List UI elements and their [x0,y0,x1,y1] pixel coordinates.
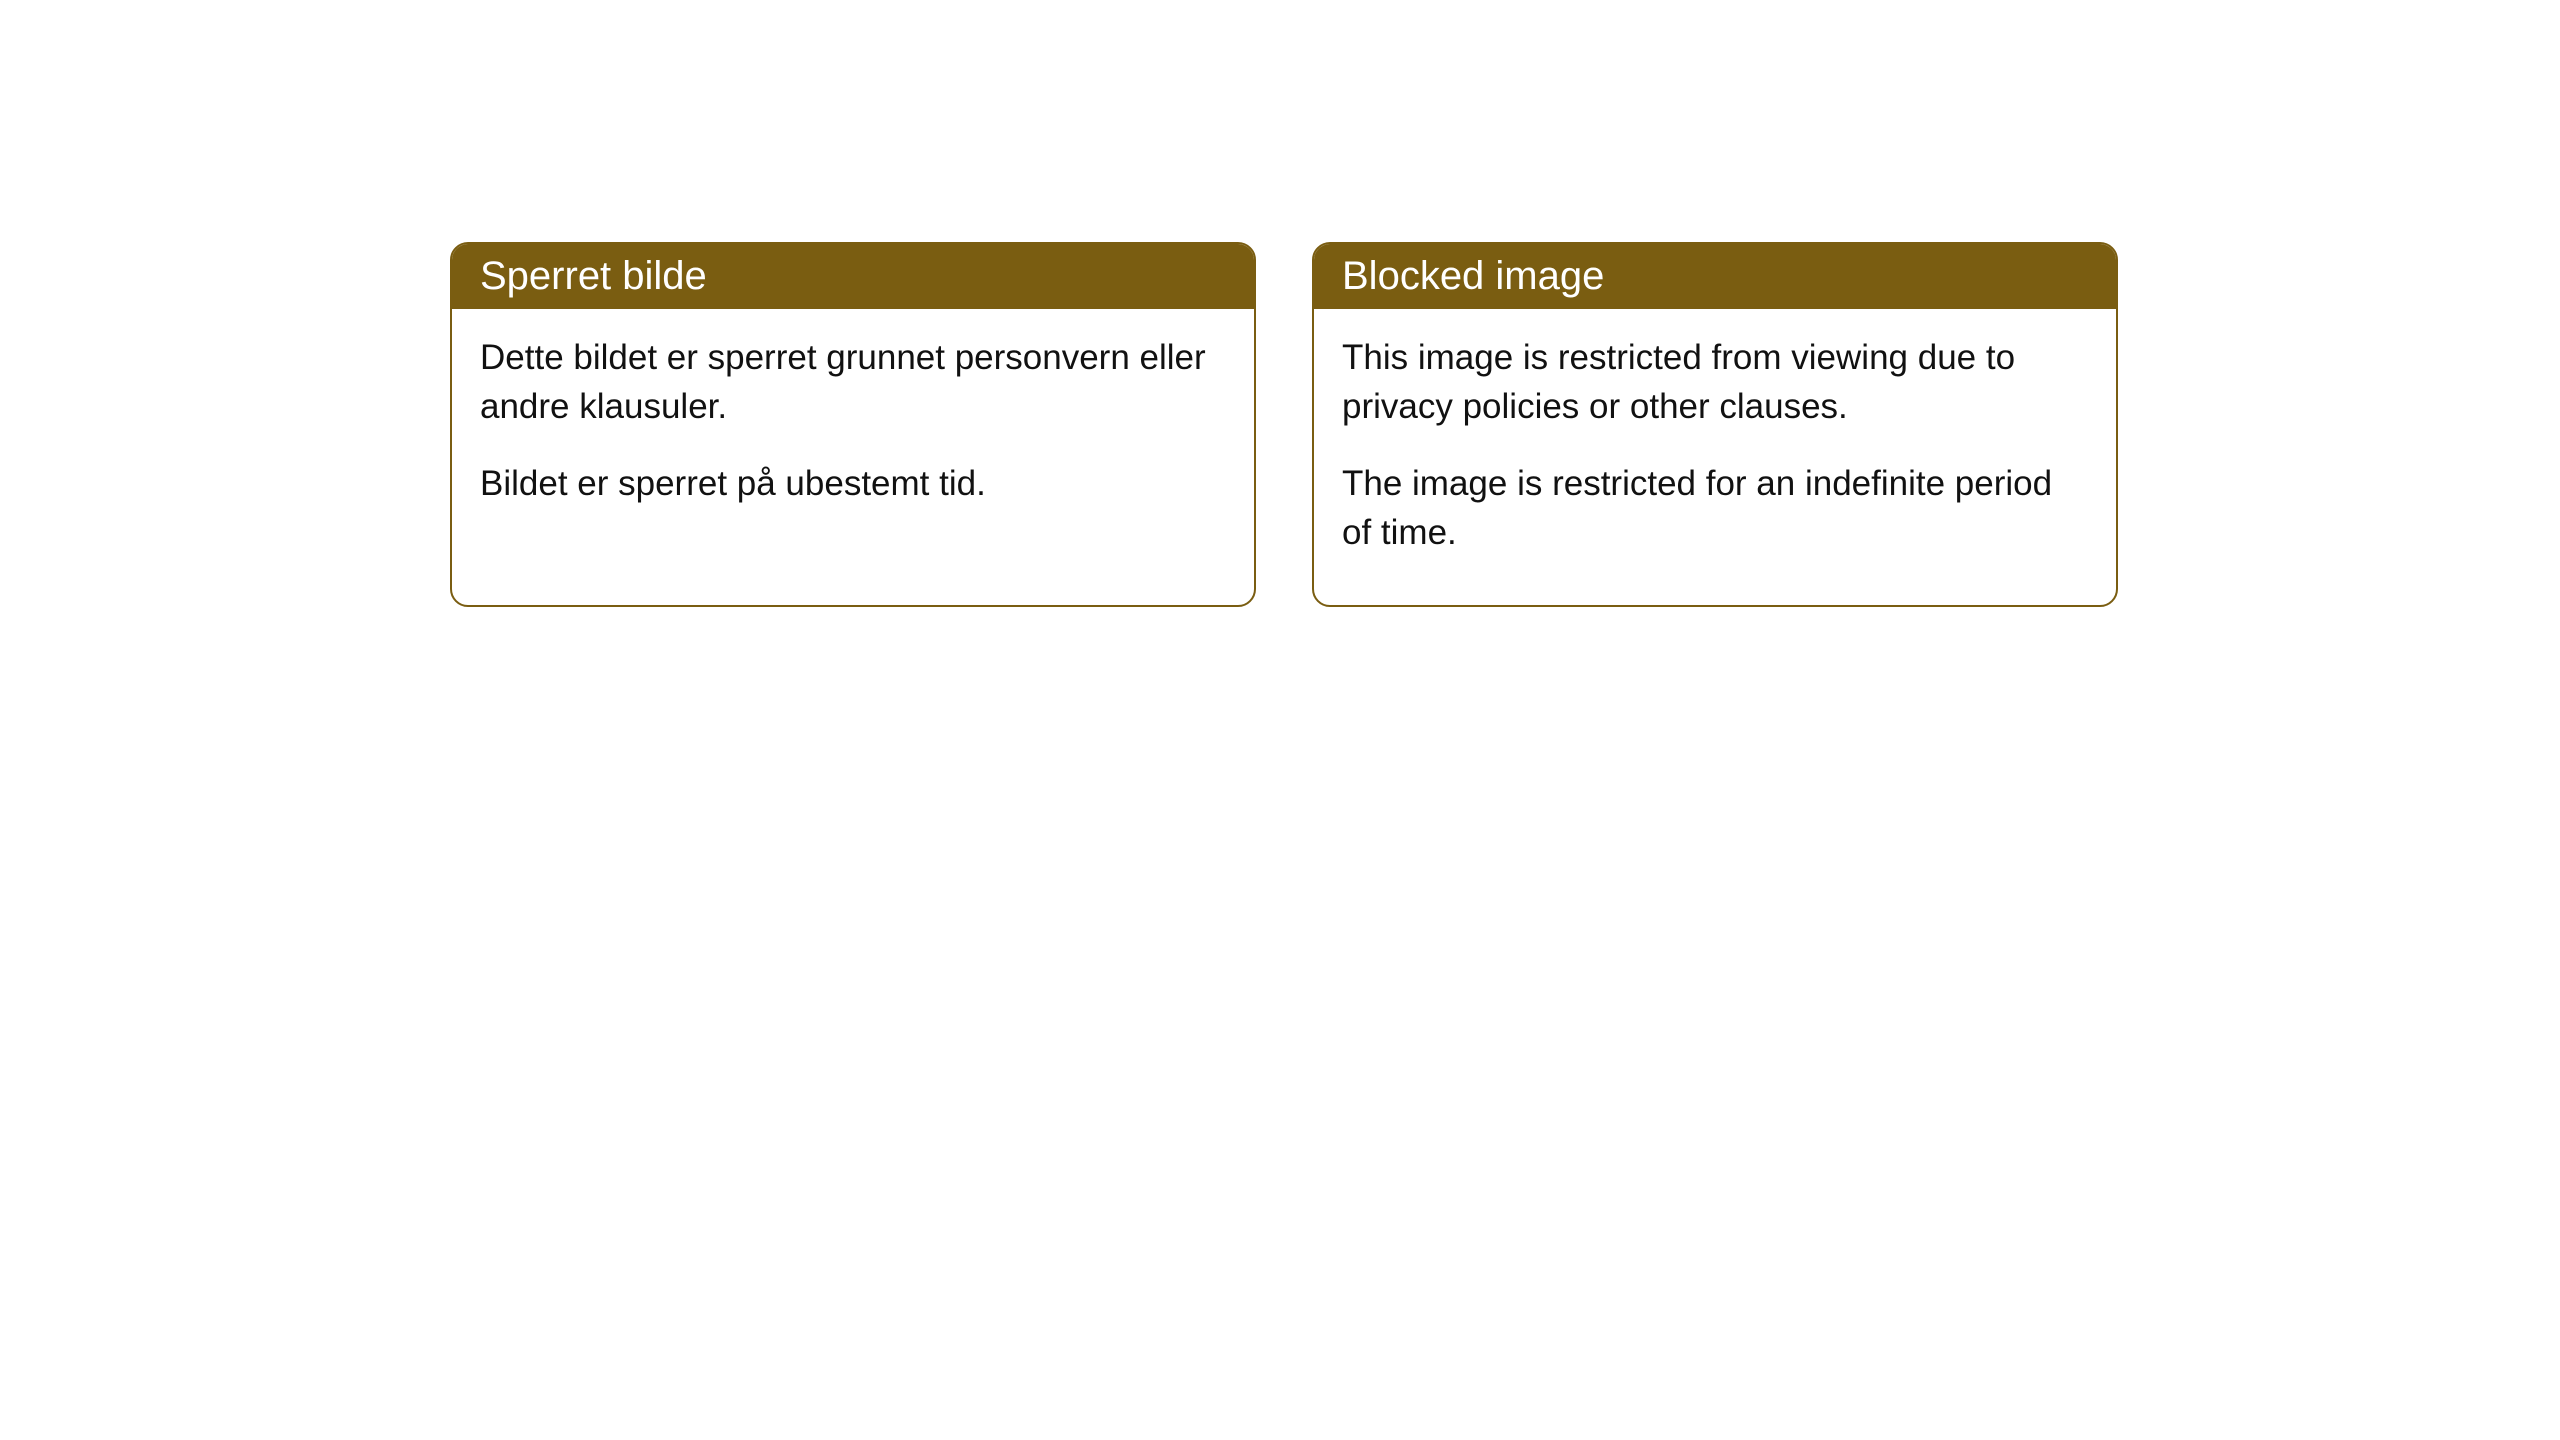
card-paragraph: This image is restricted from viewing du… [1342,333,2088,431]
card-header: Blocked image [1314,244,2116,309]
card-body: Dette bildet er sperret grunnet personve… [452,309,1254,556]
card-title: Sperret bilde [480,254,707,298]
card-paragraph: Dette bildet er sperret grunnet personve… [480,333,1226,431]
card-header: Sperret bilde [452,244,1254,309]
card-title: Blocked image [1342,254,1604,298]
card-paragraph: Bildet er sperret på ubestemt tid. [480,459,1226,508]
notice-card-norwegian: Sperret bilde Dette bildet er sperret gr… [450,242,1256,607]
notice-card-english: Blocked image This image is restricted f… [1312,242,2118,607]
card-body: This image is restricted from viewing du… [1314,309,2116,605]
notice-container: Sperret bilde Dette bildet er sperret gr… [450,242,2118,607]
card-paragraph: The image is restricted for an indefinit… [1342,459,2088,557]
